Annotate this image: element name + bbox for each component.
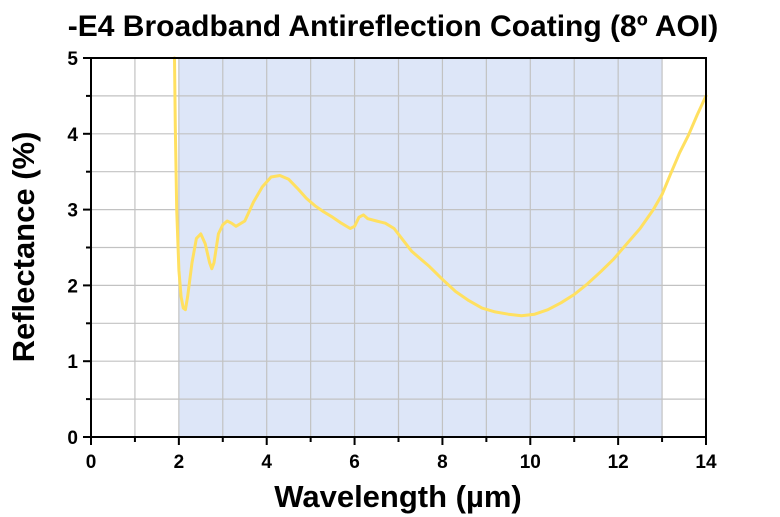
x-tick-label: 12 <box>608 452 629 473</box>
x-tick-label: 6 <box>349 452 360 473</box>
y-tick-label: 5 <box>67 49 78 70</box>
x-axis-label: Wavelength (µm) <box>274 479 522 514</box>
x-tick-label: 14 <box>695 452 717 473</box>
reflectance-series-line <box>173 56 708 318</box>
x-tick-label: 4 <box>261 452 272 473</box>
y-tick-labels: 0 1 2 3 4 5 <box>67 49 78 449</box>
x-tick-label: 2 <box>174 452 185 473</box>
series-layer <box>173 56 708 318</box>
grid <box>91 58 706 437</box>
y-tick-label: 4 <box>67 125 78 146</box>
x-tick-label: 8 <box>437 452 448 473</box>
x-tick-labels: 0 2 4 6 8 10 12 14 <box>86 452 717 473</box>
x-tick-label: 0 <box>86 452 97 473</box>
y-axis-label: Reflectance (%) <box>6 132 41 363</box>
x-tick-label: 10 <box>520 452 541 473</box>
y-tick-label: 2 <box>67 276 78 297</box>
chart-title: -E4 Broadband Antireflection Coating (8º… <box>68 10 718 43</box>
ticks <box>83 57 707 445</box>
y-tick-label: 0 <box>67 428 78 449</box>
y-tick-label: 3 <box>67 201 78 222</box>
y-tick-label: 1 <box>67 352 78 373</box>
